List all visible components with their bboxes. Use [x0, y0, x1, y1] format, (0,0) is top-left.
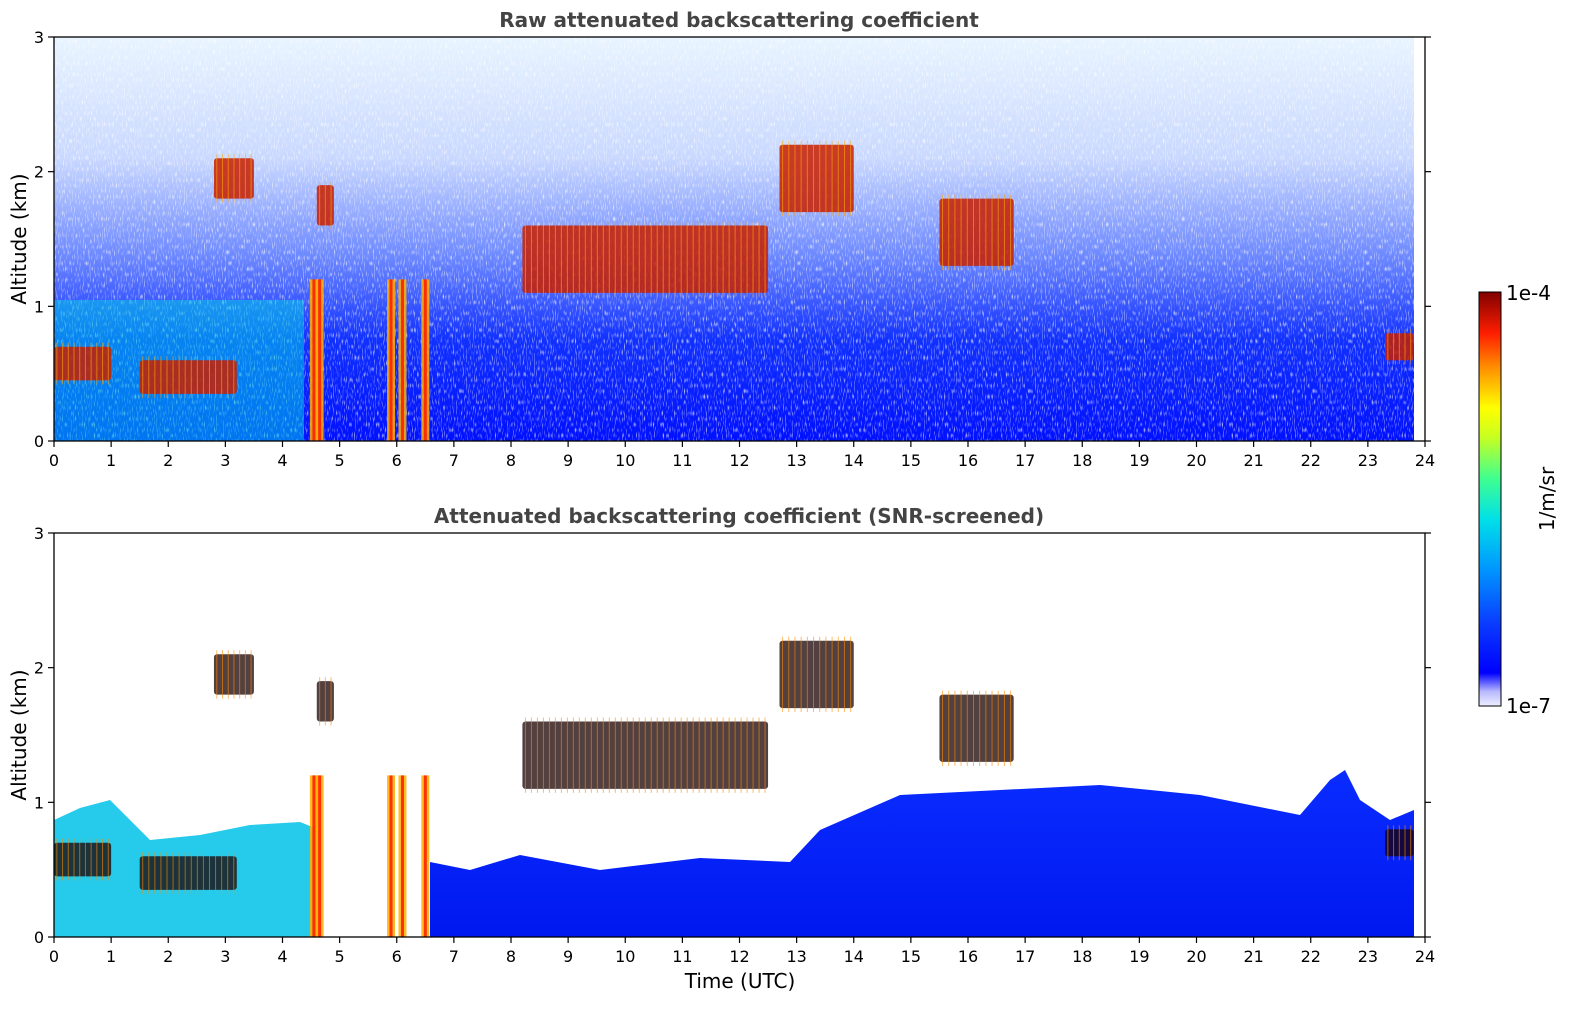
- y-tick-label: 1: [34, 297, 44, 316]
- x-tick-label: 4: [277, 451, 287, 470]
- x-tick-label: 22: [1301, 947, 1321, 966]
- panel1-precipitation-shafts: [309, 279, 430, 441]
- precipitation-shaft-core: [318, 775, 322, 937]
- precipitation-shaft-core: [400, 775, 404, 937]
- x-tick-label: 9: [563, 947, 573, 966]
- y-tick-label: 2: [34, 163, 44, 182]
- x-tick-label: 7: [449, 451, 459, 470]
- y-tick-label: 2: [34, 659, 44, 678]
- panel2-y-label: Altitude (km): [7, 669, 31, 800]
- y-tick-label: 1: [34, 793, 44, 812]
- x-tick-label: 24: [1415, 451, 1435, 470]
- x-tick-label: 15: [901, 451, 921, 470]
- cloud-layer: [779, 144, 854, 213]
- x-tick-label: 20: [1186, 947, 1206, 966]
- x-tick-label: 0: [49, 947, 59, 966]
- x-tick-label: 14: [844, 451, 864, 470]
- panel1-y-label: Altitude (km): [7, 173, 31, 304]
- x-tick-label: 14: [844, 947, 864, 966]
- colorbar-unit-label: 1/m/sr: [1535, 466, 1559, 531]
- x-tick-label: 22: [1301, 451, 1321, 470]
- x-tick-label: 17: [1015, 451, 1035, 470]
- panel2-x-axis: 0 1 2 3 4 5 6 7 8 9 10 11 12 13 14 15 16 17 18 19 20 21 22 23 24: [49, 937, 1435, 966]
- cloud-layer: [939, 198, 1014, 266]
- precipitation-shaft-core: [389, 775, 393, 937]
- precipitation-shaft-core: [389, 279, 393, 441]
- x-tick-label: 20: [1186, 451, 1206, 470]
- x-tick-label: 18: [1072, 451, 1092, 470]
- panel1-y-axis: 0 1 2 3: [34, 28, 1431, 451]
- y-tick-label: 0: [34, 928, 44, 947]
- x-tick-label: 23: [1358, 451, 1378, 470]
- x-tick-label: 11: [672, 947, 692, 966]
- precipitation-shaft-core: [312, 775, 316, 937]
- precipitation-shaft-core: [312, 279, 316, 441]
- colorbar-min-label: 1e-7: [1506, 694, 1551, 718]
- precipitation-shaft-core: [423, 775, 427, 937]
- panel2-y-axis: 0 1 2 3: [34, 524, 1431, 947]
- x-tick-label: 8: [506, 451, 516, 470]
- panel1-plot-area: [54, 37, 1414, 441]
- precipitation-shaft-core: [318, 279, 322, 441]
- y-tick-label: 0: [34, 432, 44, 451]
- colorbar: [1478, 291, 1502, 707]
- panel2-title: Attenuated backscattering coefficient (S…: [434, 504, 1044, 528]
- x-axis-label: Time (UTC): [684, 969, 796, 993]
- x-tick-label: 19: [1129, 947, 1149, 966]
- y-tick-label: 3: [34, 28, 44, 47]
- cloud-layer: [139, 360, 237, 394]
- x-tick-label: 4: [277, 947, 287, 966]
- x-tick-label: 18: [1072, 947, 1092, 966]
- x-tick-label: 16: [958, 451, 978, 470]
- x-tick-label: 3: [220, 947, 230, 966]
- cloud-layer: [779, 640, 854, 709]
- x-tick-label: 0: [49, 451, 59, 470]
- x-tick-label: 2: [163, 451, 173, 470]
- x-tick-label: 1: [106, 451, 116, 470]
- panel2-plot-area: [54, 636, 1414, 937]
- x-tick-label: 10: [615, 451, 635, 470]
- y-tick-label: 3: [34, 524, 44, 543]
- x-tick-label: 13: [786, 451, 806, 470]
- x-tick-label: 8: [506, 947, 516, 966]
- x-tick-label: 9: [563, 451, 573, 470]
- panel1-x-axis: 0 1 2 3 4 5 6 7 8 9 10 11 12 13 14 15 16 17 18 19 20 21 22 23 24: [49, 441, 1435, 470]
- x-tick-label: 16: [958, 947, 978, 966]
- x-tick-label: 17: [1015, 947, 1035, 966]
- x-tick-label: 23: [1358, 947, 1378, 966]
- x-tick-label: 10: [615, 947, 635, 966]
- panel2-cloud-layers: [54, 636, 1414, 894]
- x-tick-label: 11: [672, 451, 692, 470]
- x-tick-label: 21: [1243, 947, 1263, 966]
- x-tick-label: 7: [449, 947, 459, 966]
- x-tick-label: 2: [163, 947, 173, 966]
- x-tick-label: 21: [1243, 451, 1263, 470]
- x-tick-label: 6: [392, 947, 402, 966]
- cloud-layer: [939, 694, 1014, 762]
- x-tick-label: 19: [1129, 451, 1149, 470]
- cloud-layer: [139, 856, 237, 890]
- x-tick-label: 5: [335, 947, 345, 966]
- x-tick-label: 5: [335, 451, 345, 470]
- panel1-title: Raw attenuated backscattering coefficien…: [499, 8, 979, 32]
- x-tick-label: 24: [1415, 947, 1435, 966]
- precipitation-shaft-core: [423, 279, 427, 441]
- panel2-precipitation-shafts: [309, 775, 430, 937]
- x-tick-label: 6: [392, 451, 402, 470]
- x-tick-label: 13: [786, 947, 806, 966]
- colorbar-max-label: 1e-4: [1506, 281, 1551, 305]
- x-tick-label: 15: [901, 947, 921, 966]
- x-tick-label: 1: [106, 947, 116, 966]
- x-tick-label: 12: [729, 451, 749, 470]
- x-tick-label: 12: [729, 947, 749, 966]
- panel2-screened-field: [430, 770, 1414, 937]
- x-tick-label: 3: [220, 451, 230, 470]
- panel1-cloud-layers: [54, 140, 1414, 398]
- precipitation-shaft-core: [400, 279, 404, 441]
